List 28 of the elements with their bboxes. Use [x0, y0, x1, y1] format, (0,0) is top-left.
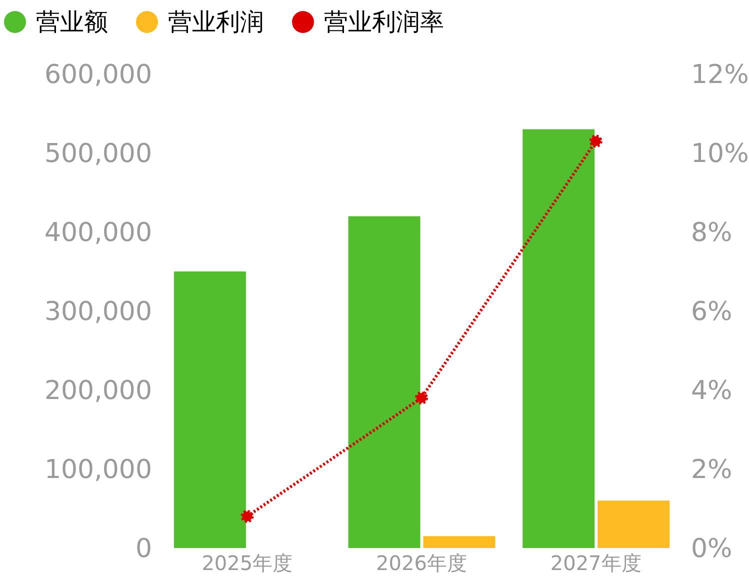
bar [174, 272, 246, 548]
bar [423, 536, 496, 548]
y-tick-label: 200,000 [44, 376, 152, 406]
y-tick-label: 100,000 [44, 455, 152, 486]
bar [348, 216, 420, 548]
y2-tick-label: 0% [691, 534, 732, 564]
y-tick-label: 500,000 [44, 139, 152, 170]
y-tick-label: 0 [135, 534, 152, 564]
y2-tick-label: 2% [691, 455, 732, 486]
y2-tick-label: 12% [691, 60, 749, 90]
y-tick-label: 600,000 [44, 60, 152, 90]
y-tick-label: 300,000 [44, 297, 152, 328]
y2-tick-label: 10% [691, 139, 749, 170]
point [415, 391, 428, 404]
point [589, 134, 602, 148]
bar [522, 129, 595, 548]
legend-label: 营业利润率 [324, 7, 444, 38]
bar [598, 500, 670, 548]
x-tick-label: 2025年度 [202, 551, 293, 576]
legend-label: 营业额 [36, 7, 108, 38]
x-tick-label: 2026年度 [376, 551, 467, 576]
point [240, 510, 254, 523]
y-tick-label: 400,000 [44, 218, 152, 248]
legend-label: 营业利润 [168, 7, 264, 38]
y2-tick-label: 8% [691, 218, 732, 248]
y2-tick-label: 4% [691, 376, 732, 406]
y2-tick-label: 6% [691, 297, 732, 328]
x-tick-label: 2027年度 [550, 551, 642, 576]
